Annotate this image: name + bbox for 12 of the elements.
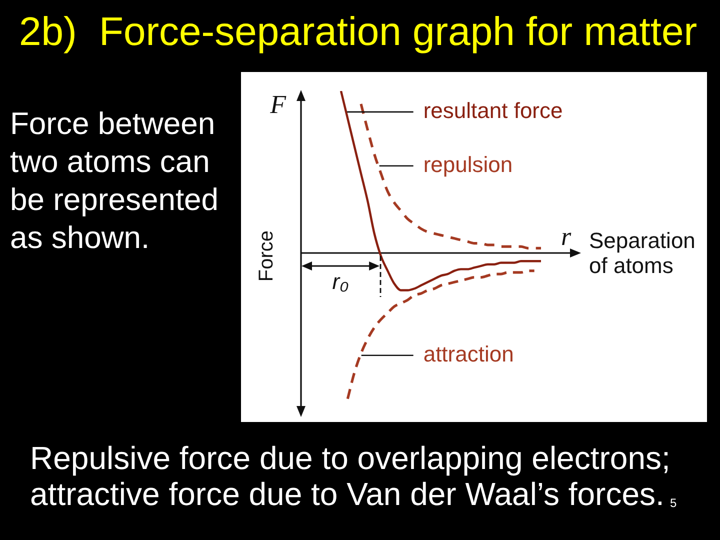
y-axis-title: Force	[256, 230, 278, 282]
text: 5	[670, 496, 677, 510]
text: Force between two atoms can be represented as shown.	[10, 105, 220, 257]
annotation: r₀	[332, 269, 349, 294]
text: F	[269, 90, 288, 119]
annotation: r	[561, 222, 572, 251]
series-label: repulsion	[423, 152, 513, 177]
text: resultant force	[423, 98, 563, 123]
text: attraction	[423, 341, 514, 366]
x-axis-title: Separation of atoms	[589, 228, 696, 278]
text: Repulsive force due to overlapping electrons; attractive force due to Van der Waal’s forces.	[30, 440, 670, 512]
chart-title: 2b) Force-separation graph for matter	[19, 9, 698, 55]
